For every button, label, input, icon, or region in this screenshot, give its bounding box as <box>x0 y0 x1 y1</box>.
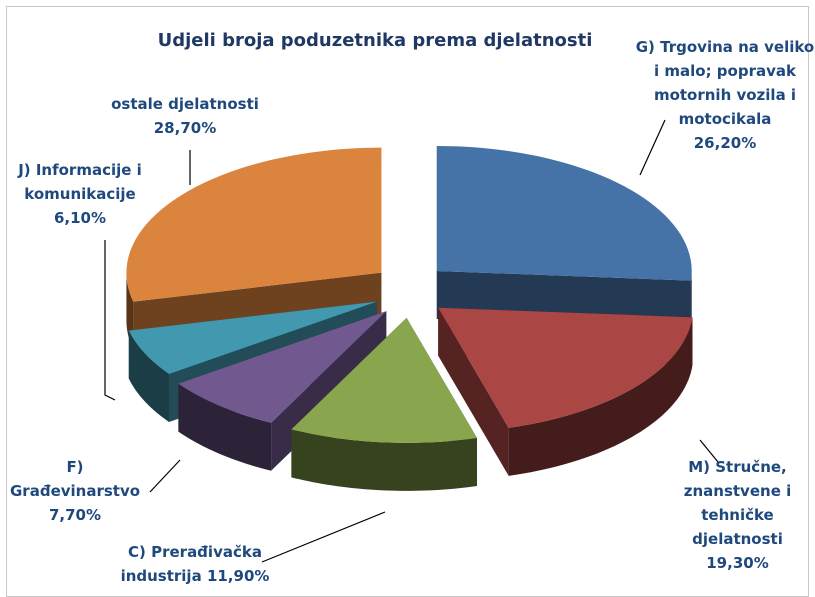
slice-side <box>690 270 692 329</box>
slice <box>436 145 692 329</box>
category-label: J) Informacije i komunikacije <box>18 161 142 203</box>
category-label: ostale djelatnosti <box>111 95 259 113</box>
leader-line <box>699 439 719 463</box>
leader-line <box>149 459 181 493</box>
value-label: 11,90% <box>206 567 270 585</box>
slice <box>291 317 478 443</box>
value-label: 19,30% <box>706 554 769 572</box>
slice <box>436 145 692 281</box>
value-label: 28,70% <box>153 119 217 137</box>
slice-side <box>128 330 170 422</box>
slice-label: F) Građevinarstvo 7,70% <box>10 455 140 527</box>
category-label: M) Stručne, znanstvene i tehničke djelat… <box>683 458 792 548</box>
slice <box>128 301 377 374</box>
slice-label: J) Informacije i komunikacije 6,10% <box>5 158 155 230</box>
slice <box>438 307 693 476</box>
value-label: 6,10% <box>53 209 107 227</box>
slice <box>126 147 382 302</box>
slice <box>178 311 387 423</box>
slice <box>438 307 693 428</box>
leader-line <box>104 240 116 401</box>
value-label: 26,20% <box>693 134 757 152</box>
slice-side <box>291 429 478 491</box>
slice <box>291 317 478 491</box>
slice-label: G) Trgovina na veliko i malo; popravak m… <box>635 35 815 155</box>
slice-side <box>508 317 693 476</box>
slice-side <box>438 307 509 476</box>
chart-title: Udjeli broja poduzetnika prema djelatnos… <box>157 30 593 51</box>
category-label: G) Trgovina na veliko i malo; popravak m… <box>635 38 815 128</box>
slice-label: C) Prerađivačka industrija 11,90% <box>95 540 295 588</box>
slice-label: M) Stručne, znanstvene i tehničke djelat… <box>655 455 815 575</box>
category-label: C) Prerađivačka industrija <box>120 543 262 585</box>
value-label: 7,70% <box>48 506 102 524</box>
slice-label: ostale djelatnosti 28,70% <box>100 92 270 140</box>
leader-line <box>261 511 386 563</box>
leader-line <box>639 119 666 176</box>
category-label: F) Građevinarstvo <box>10 458 141 500</box>
slice-side <box>178 383 272 471</box>
